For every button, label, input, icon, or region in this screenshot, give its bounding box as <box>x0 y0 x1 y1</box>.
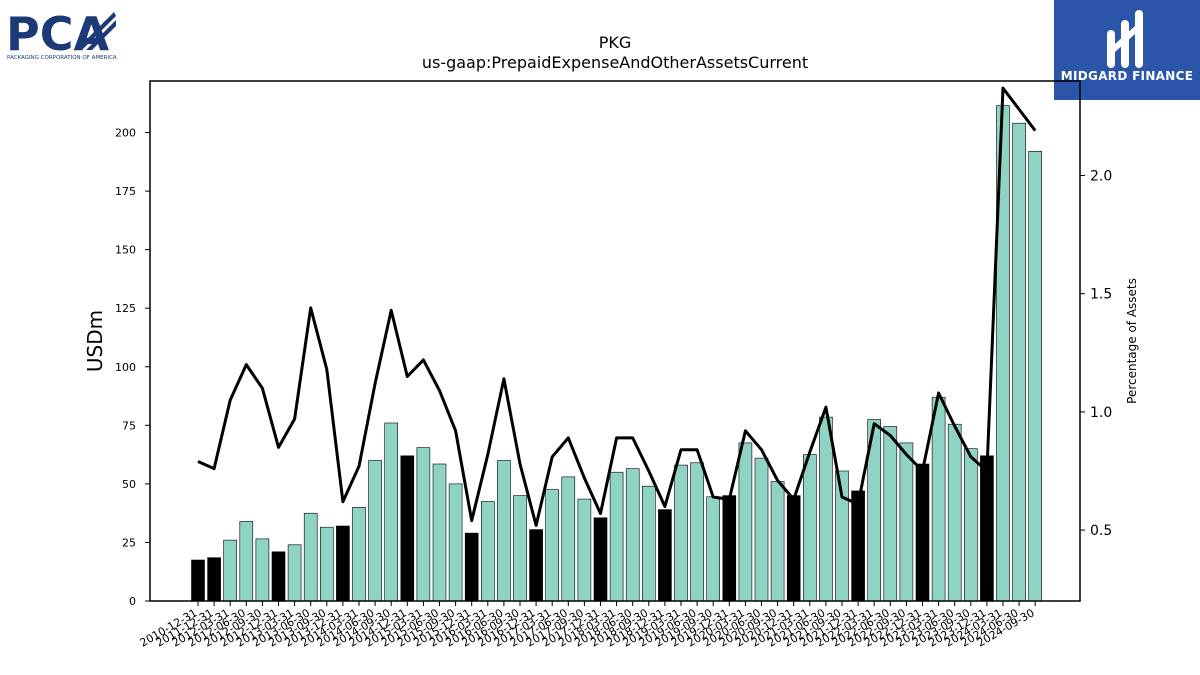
bar-2014-09-30 <box>384 422 399 602</box>
chart-subtitle: us-gaap:PrepaidExpenseAndOtherAssetsCurr… <box>422 53 808 72</box>
bar-2013-09-30 <box>319 526 334 602</box>
bar-2018-09-30 <box>641 485 656 602</box>
bar-2019-06-30 <box>690 462 704 602</box>
bar-2016-12-31 <box>529 529 543 602</box>
bar-2018-12-31 <box>658 509 672 602</box>
line-series <box>197 86 1037 527</box>
bar-2020-03-31 <box>738 442 753 602</box>
bar-2014-03-31 <box>352 506 366 602</box>
y-tick-label: 125 <box>115 302 136 315</box>
bar-2015-12-31 <box>464 532 479 602</box>
bar-2024-06-30 <box>1012 122 1026 602</box>
bar-2018-06-30 <box>625 468 640 602</box>
y-tick-label: 50 <box>122 478 136 491</box>
bar-2016-03-31 <box>480 501 495 602</box>
bar-2012-06-30 <box>239 521 254 602</box>
bar-2023-03-31 <box>931 396 946 602</box>
y2-axis: 0.5 1.0 1.5 2.0 <box>1080 169 1112 539</box>
bar-2019-03-31 <box>674 464 688 602</box>
bar-2022-12-31 <box>915 463 930 602</box>
pca-logo: PCA PACKAGING CORPORATION OF AMERICA <box>6 6 118 64</box>
y-axis-label: USDm <box>83 310 107 372</box>
midgard-finance-logo: MIDGARD FINANCE <box>1054 0 1200 100</box>
midgard-logo-icon <box>1107 10 1143 68</box>
bar-2011-12-31 <box>207 557 221 602</box>
bar-2013-12-31 <box>336 525 350 602</box>
bar-2020-06-30 <box>754 457 769 602</box>
bar-2015-03-31 <box>416 447 431 602</box>
bar-2013-06-30 <box>303 512 318 602</box>
bar-2014-12-31 <box>400 455 415 602</box>
y2-tick-label: 2.0 <box>1090 169 1112 185</box>
bar-2023-12-31 <box>980 455 994 602</box>
bar-2010-12-31 <box>191 559 205 602</box>
bar-2017-03-31 <box>545 489 560 602</box>
y-tick-label: 25 <box>122 536 136 549</box>
pca-logo-stripes <box>76 12 116 50</box>
bar-2020-12-31 <box>786 495 801 602</box>
y2-tick-label: 0.5 <box>1090 523 1112 539</box>
bar-2013-03-31 <box>287 544 302 602</box>
y-tick-label: 75 <box>122 419 136 432</box>
bar-2016-09-30 <box>513 495 527 602</box>
bar-2019-09-30 <box>706 496 721 602</box>
bar-2021-12-31 <box>851 490 865 602</box>
bar-2023-06-30 <box>947 423 962 602</box>
bar-2016-06-30 <box>497 460 511 602</box>
bar-2012-03-31 <box>223 539 237 602</box>
bar-2012-09-30 <box>255 538 270 602</box>
y2-axis-label: Percentage of Assets <box>1125 278 1139 404</box>
y2-tick-label: 1.0 <box>1090 405 1112 421</box>
bar-2017-12-31 <box>593 517 608 602</box>
bar-2019-12-31 <box>722 495 737 602</box>
pca-logo-subtitle: PACKAGING CORPORATION OF AMERICA <box>7 55 117 61</box>
midgard-logo-text: MIDGARD FINANCE <box>1060 69 1194 83</box>
bar-2017-06-30 <box>561 476 576 602</box>
bar-2015-06-30 <box>432 463 447 602</box>
percentage-line <box>197 86 1037 527</box>
bar-2023-09-30 <box>963 448 978 602</box>
y-axis: 0 25 50 75 100 125 150 175 200 <box>115 127 150 608</box>
y-tick-label: 100 <box>115 361 136 374</box>
plot-frame <box>149 80 1081 602</box>
bar-2021-06-30 <box>819 416 833 602</box>
x-axis: 2010-12-312011-12-312012-03-312012-06-30… <box>138 601 1037 650</box>
y-tick-label: 200 <box>115 127 136 140</box>
bar-2020-09-30 <box>770 481 785 602</box>
y-tick-label: 150 <box>115 244 136 257</box>
y2-tick-label: 1.5 <box>1090 287 1112 303</box>
bar-2015-09-30 <box>448 483 463 602</box>
bar-2017-09-30 <box>577 498 592 602</box>
bar-2024-09-30 <box>1028 151 1042 602</box>
bar-2021-03-31 <box>802 454 817 602</box>
bar-series <box>191 105 1042 602</box>
y-tick-label: 0 <box>129 595 136 608</box>
y-tick-label: 175 <box>115 185 136 198</box>
bar-2014-06-30 <box>368 460 382 602</box>
bar-2022-06-30 <box>883 426 898 602</box>
bar-2022-09-30 <box>899 442 914 602</box>
chart-title: PKG <box>599 33 632 52</box>
bar-2012-12-31 <box>271 551 286 602</box>
bar-2018-03-31 <box>609 471 624 602</box>
